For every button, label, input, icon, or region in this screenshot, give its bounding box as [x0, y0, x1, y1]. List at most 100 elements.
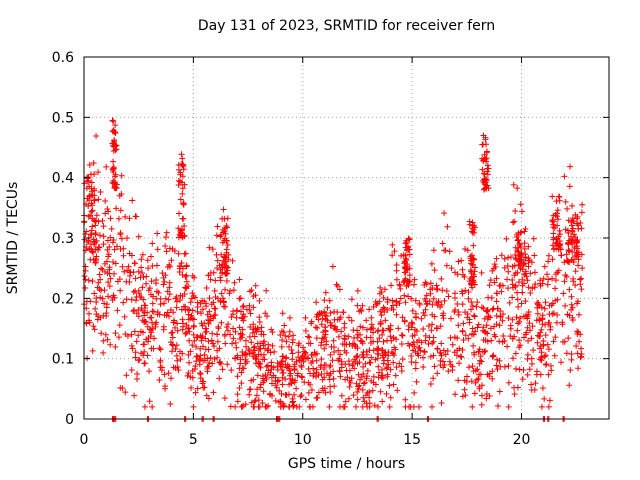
data-point [360, 354, 367, 361]
data-point [568, 222, 575, 229]
x-tick-label: 10 [294, 432, 312, 448]
data-point [488, 337, 495, 344]
data-point [484, 308, 491, 315]
data-point [378, 366, 385, 373]
data-point [444, 223, 451, 230]
data-point [390, 359, 397, 366]
data-point [471, 349, 478, 356]
data-point [443, 287, 450, 294]
data-point [560, 290, 567, 297]
data-point [462, 287, 469, 294]
data-point [129, 345, 136, 352]
data-point [145, 265, 152, 272]
data-point [547, 323, 554, 330]
data-point [338, 392, 345, 399]
data-point [451, 308, 458, 315]
data-point [409, 307, 416, 314]
data-point [477, 353, 484, 360]
data-point [144, 309, 151, 316]
data-point [465, 295, 472, 302]
data-point [117, 229, 124, 236]
data-point [313, 299, 320, 306]
data-point [566, 183, 573, 190]
data-point [275, 377, 282, 384]
y-tick-label: 0.1 [52, 352, 74, 368]
data-point [469, 302, 476, 309]
data-point [474, 376, 481, 383]
data-point [141, 319, 148, 326]
data-point [425, 340, 432, 347]
data-point [222, 303, 229, 310]
data-point [263, 363, 270, 370]
data-point [246, 333, 253, 340]
data-point [554, 222, 561, 229]
data-point [279, 353, 286, 360]
data-point [148, 278, 155, 285]
data-point [373, 301, 380, 308]
data-point [93, 295, 100, 302]
data-point [190, 331, 197, 338]
data-point [165, 296, 172, 303]
data-point [169, 341, 176, 348]
data-point [258, 328, 265, 335]
data-point [425, 322, 432, 329]
data-point [527, 270, 534, 277]
data-point [318, 356, 325, 363]
data-point [445, 293, 452, 300]
data-point [112, 260, 119, 267]
data-point [519, 282, 526, 289]
data-point [531, 252, 538, 259]
data-point [128, 342, 135, 349]
data-point [579, 201, 586, 208]
data-point [323, 341, 330, 348]
data-point [117, 287, 124, 294]
data-point [386, 382, 393, 389]
data-point [123, 235, 130, 242]
data-point [576, 338, 583, 345]
data-point [132, 213, 139, 220]
data-point [279, 363, 286, 370]
data-point [173, 298, 180, 305]
data-point [179, 185, 186, 192]
data-point [346, 383, 353, 390]
data-point [220, 299, 227, 306]
data-point [111, 136, 118, 143]
data-point [323, 313, 330, 320]
data-point [416, 344, 423, 351]
data-point [515, 230, 522, 237]
data-point [193, 353, 200, 360]
data-point [197, 375, 204, 382]
data-point [263, 287, 270, 294]
data-point [87, 231, 94, 238]
data-point [354, 352, 361, 359]
data-point [139, 284, 146, 291]
data-point [112, 130, 119, 137]
data-point [268, 359, 275, 366]
data-point [141, 302, 148, 309]
data-point [189, 290, 196, 297]
data-point [322, 327, 329, 334]
data-point [160, 323, 167, 330]
data-point [430, 295, 437, 302]
data-point [366, 359, 373, 366]
data-point [353, 380, 360, 387]
data-point [568, 301, 575, 308]
data-point [190, 323, 197, 330]
data-point [211, 287, 218, 294]
data-point [355, 331, 362, 338]
data-point [522, 254, 529, 261]
data-point [515, 248, 522, 255]
data-point [337, 351, 344, 358]
data-point [194, 304, 201, 311]
data-point [394, 387, 401, 394]
data-point [520, 260, 527, 267]
data-point [525, 284, 532, 291]
data-point [578, 345, 585, 352]
data-point [295, 342, 302, 349]
data-point [329, 357, 336, 364]
data-point [221, 395, 228, 402]
data-point [257, 381, 264, 388]
data-point [573, 343, 580, 350]
data-point [82, 276, 89, 283]
data-point [105, 251, 112, 258]
